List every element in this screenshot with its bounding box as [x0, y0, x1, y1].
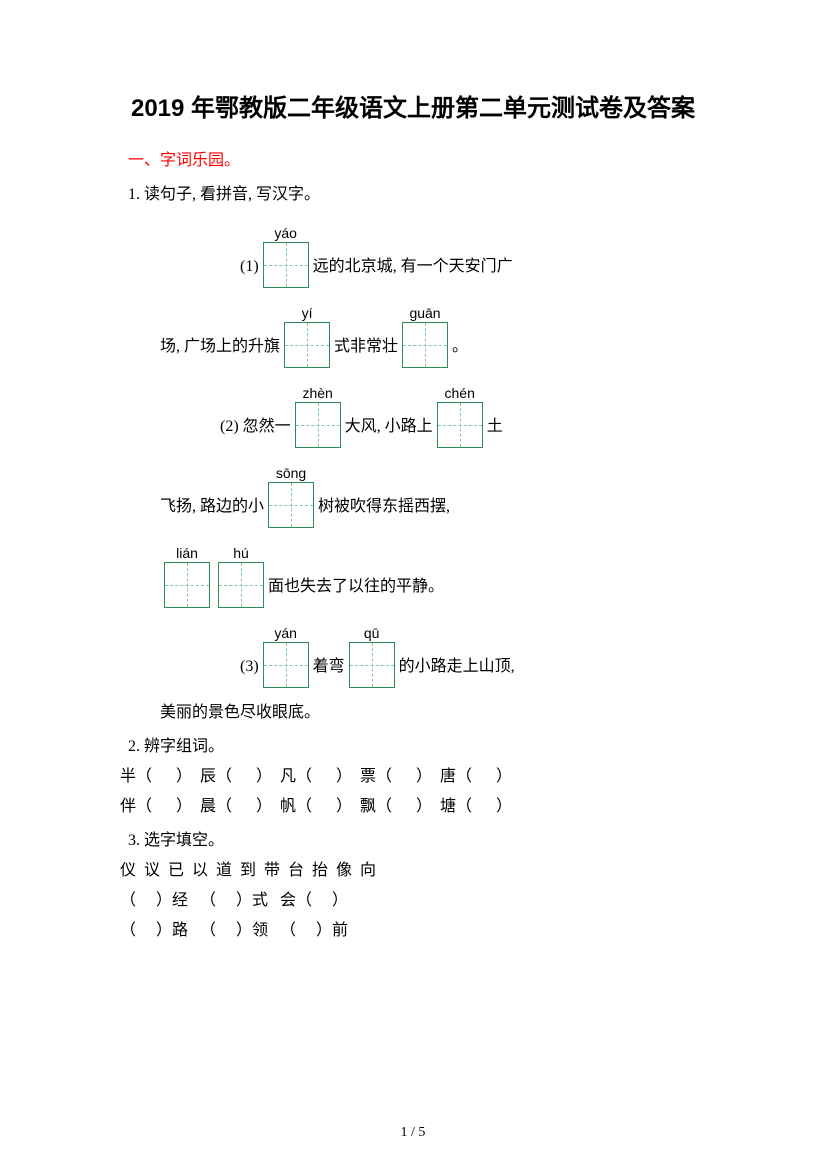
q1-line: (2) 忽然一 zhèn 大风, 小路上 chén 土 [220, 378, 726, 448]
tianzige-box [437, 402, 483, 448]
q1-text: 。 [452, 332, 468, 368]
pinyin-label: sōng [276, 464, 306, 482]
pinyin-label: qū [364, 624, 380, 642]
question-1-body: (1) yáo 远的北京城, 有一个天安门广场, 广场上的升旗 yí 式非常壮 guān 。… [100, 218, 726, 722]
question-2-label: 2. 辨字组词。 [128, 732, 726, 756]
tianzige-box [218, 562, 264, 608]
tianzige-box [268, 482, 314, 528]
q1-line: (1) yáo 远的北京城, 有一个天安门广 [240, 218, 726, 288]
question-1-label: 1. 读句子, 看拼音, 写汉字。 [128, 180, 726, 204]
q1-text: (3) [240, 658, 259, 688]
tianzige-box [295, 402, 341, 448]
q1-text: 大风, 小路上 [345, 412, 433, 448]
pinyin-box: chén [437, 384, 483, 448]
tianzige-box [284, 322, 330, 368]
pinyin-label: chén [445, 384, 475, 402]
q1-text: 树被吹得东摇西摆, [318, 492, 450, 528]
q1-text: 的小路走上山顶, [399, 652, 515, 688]
tianzige-box [263, 242, 309, 288]
q3-row-1: （ ）经 （ ）式 会（ ） [120, 886, 726, 910]
pinyin-label: yí [302, 304, 313, 322]
pinyin-box: yí [284, 304, 330, 368]
q1-line: (3) yán 着弯 qū 的小路走上山顶, [240, 618, 726, 688]
pinyin-label: guān [409, 304, 440, 322]
q1-text: 远的北京城, 有一个天安门广 [313, 252, 513, 288]
tianzige-box [263, 642, 309, 688]
pinyin-label: hú [233, 544, 249, 562]
q2-row-1: 半（ ） 辰（ ） 凡（ ） 票（ ） 唐（ ） [120, 762, 726, 786]
q1-line: lián hú 面也失去了以往的平静。 [160, 538, 726, 608]
q3-row-2: （ ）路 （ ）领 （ ）前 [120, 916, 726, 940]
tianzige-box [402, 322, 448, 368]
pinyin-box: zhèn [295, 384, 341, 448]
pinyin-box: yán [263, 624, 309, 688]
section-heading-1: 一、字词乐园。 [128, 146, 726, 170]
pinyin-box: yáo [263, 224, 309, 288]
q1-text: (1) [240, 258, 259, 288]
tianzige-box [164, 562, 210, 608]
pinyin-label: lián [176, 544, 198, 562]
q1-line: 场, 广场上的升旗 yí 式非常壮 guān 。 [160, 298, 726, 368]
pinyin-box: guān [402, 304, 448, 368]
tianzige-box [349, 642, 395, 688]
q1-text: 面也失去了以往的平静。 [268, 572, 444, 608]
q1-text: (2) 忽然一 [220, 412, 291, 448]
question-3-label: 3. 选字填空。 [128, 826, 726, 850]
q1-line: 飞扬, 路边的小 sōng 树被吹得东摇西摆, [160, 458, 726, 528]
pinyin-box: qū [349, 624, 395, 688]
q1-line: 美丽的景色尽收眼底。 [160, 698, 726, 722]
q1-text: 场, 广场上的升旗 [160, 332, 280, 368]
q1-text: 飞扬, 路边的小 [160, 492, 264, 528]
q1-text: 式非常壮 [334, 332, 398, 368]
pinyin-label: zhèn [302, 384, 332, 402]
q1-text: 着弯 [313, 652, 345, 688]
pinyin-box: hú [218, 544, 264, 608]
pinyin-label: yán [274, 624, 297, 642]
pinyin-label: yáo [274, 224, 297, 242]
q3-chars: 仪 议 已 以 道 到 带 台 抬 像 向 [120, 856, 726, 880]
page-number: 1 / 5 [0, 1125, 826, 1141]
q2-row-2: 伴（ ） 晨（ ） 帆（ ） 飘（ ） 塘（ ） [120, 792, 726, 816]
page: 2019 年鄂教版二年级语文上册第二单元测试卷及答案 一、字词乐园。 1. 读句… [0, 0, 826, 1169]
page-title: 2019 年鄂教版二年级语文上册第二单元测试卷及答案 [100, 90, 726, 128]
pinyin-box: sōng [268, 464, 314, 528]
pinyin-box: lián [164, 544, 210, 608]
q1-text: 土 [487, 412, 503, 448]
q1-text: 美丽的景色尽收眼底。 [160, 698, 320, 722]
